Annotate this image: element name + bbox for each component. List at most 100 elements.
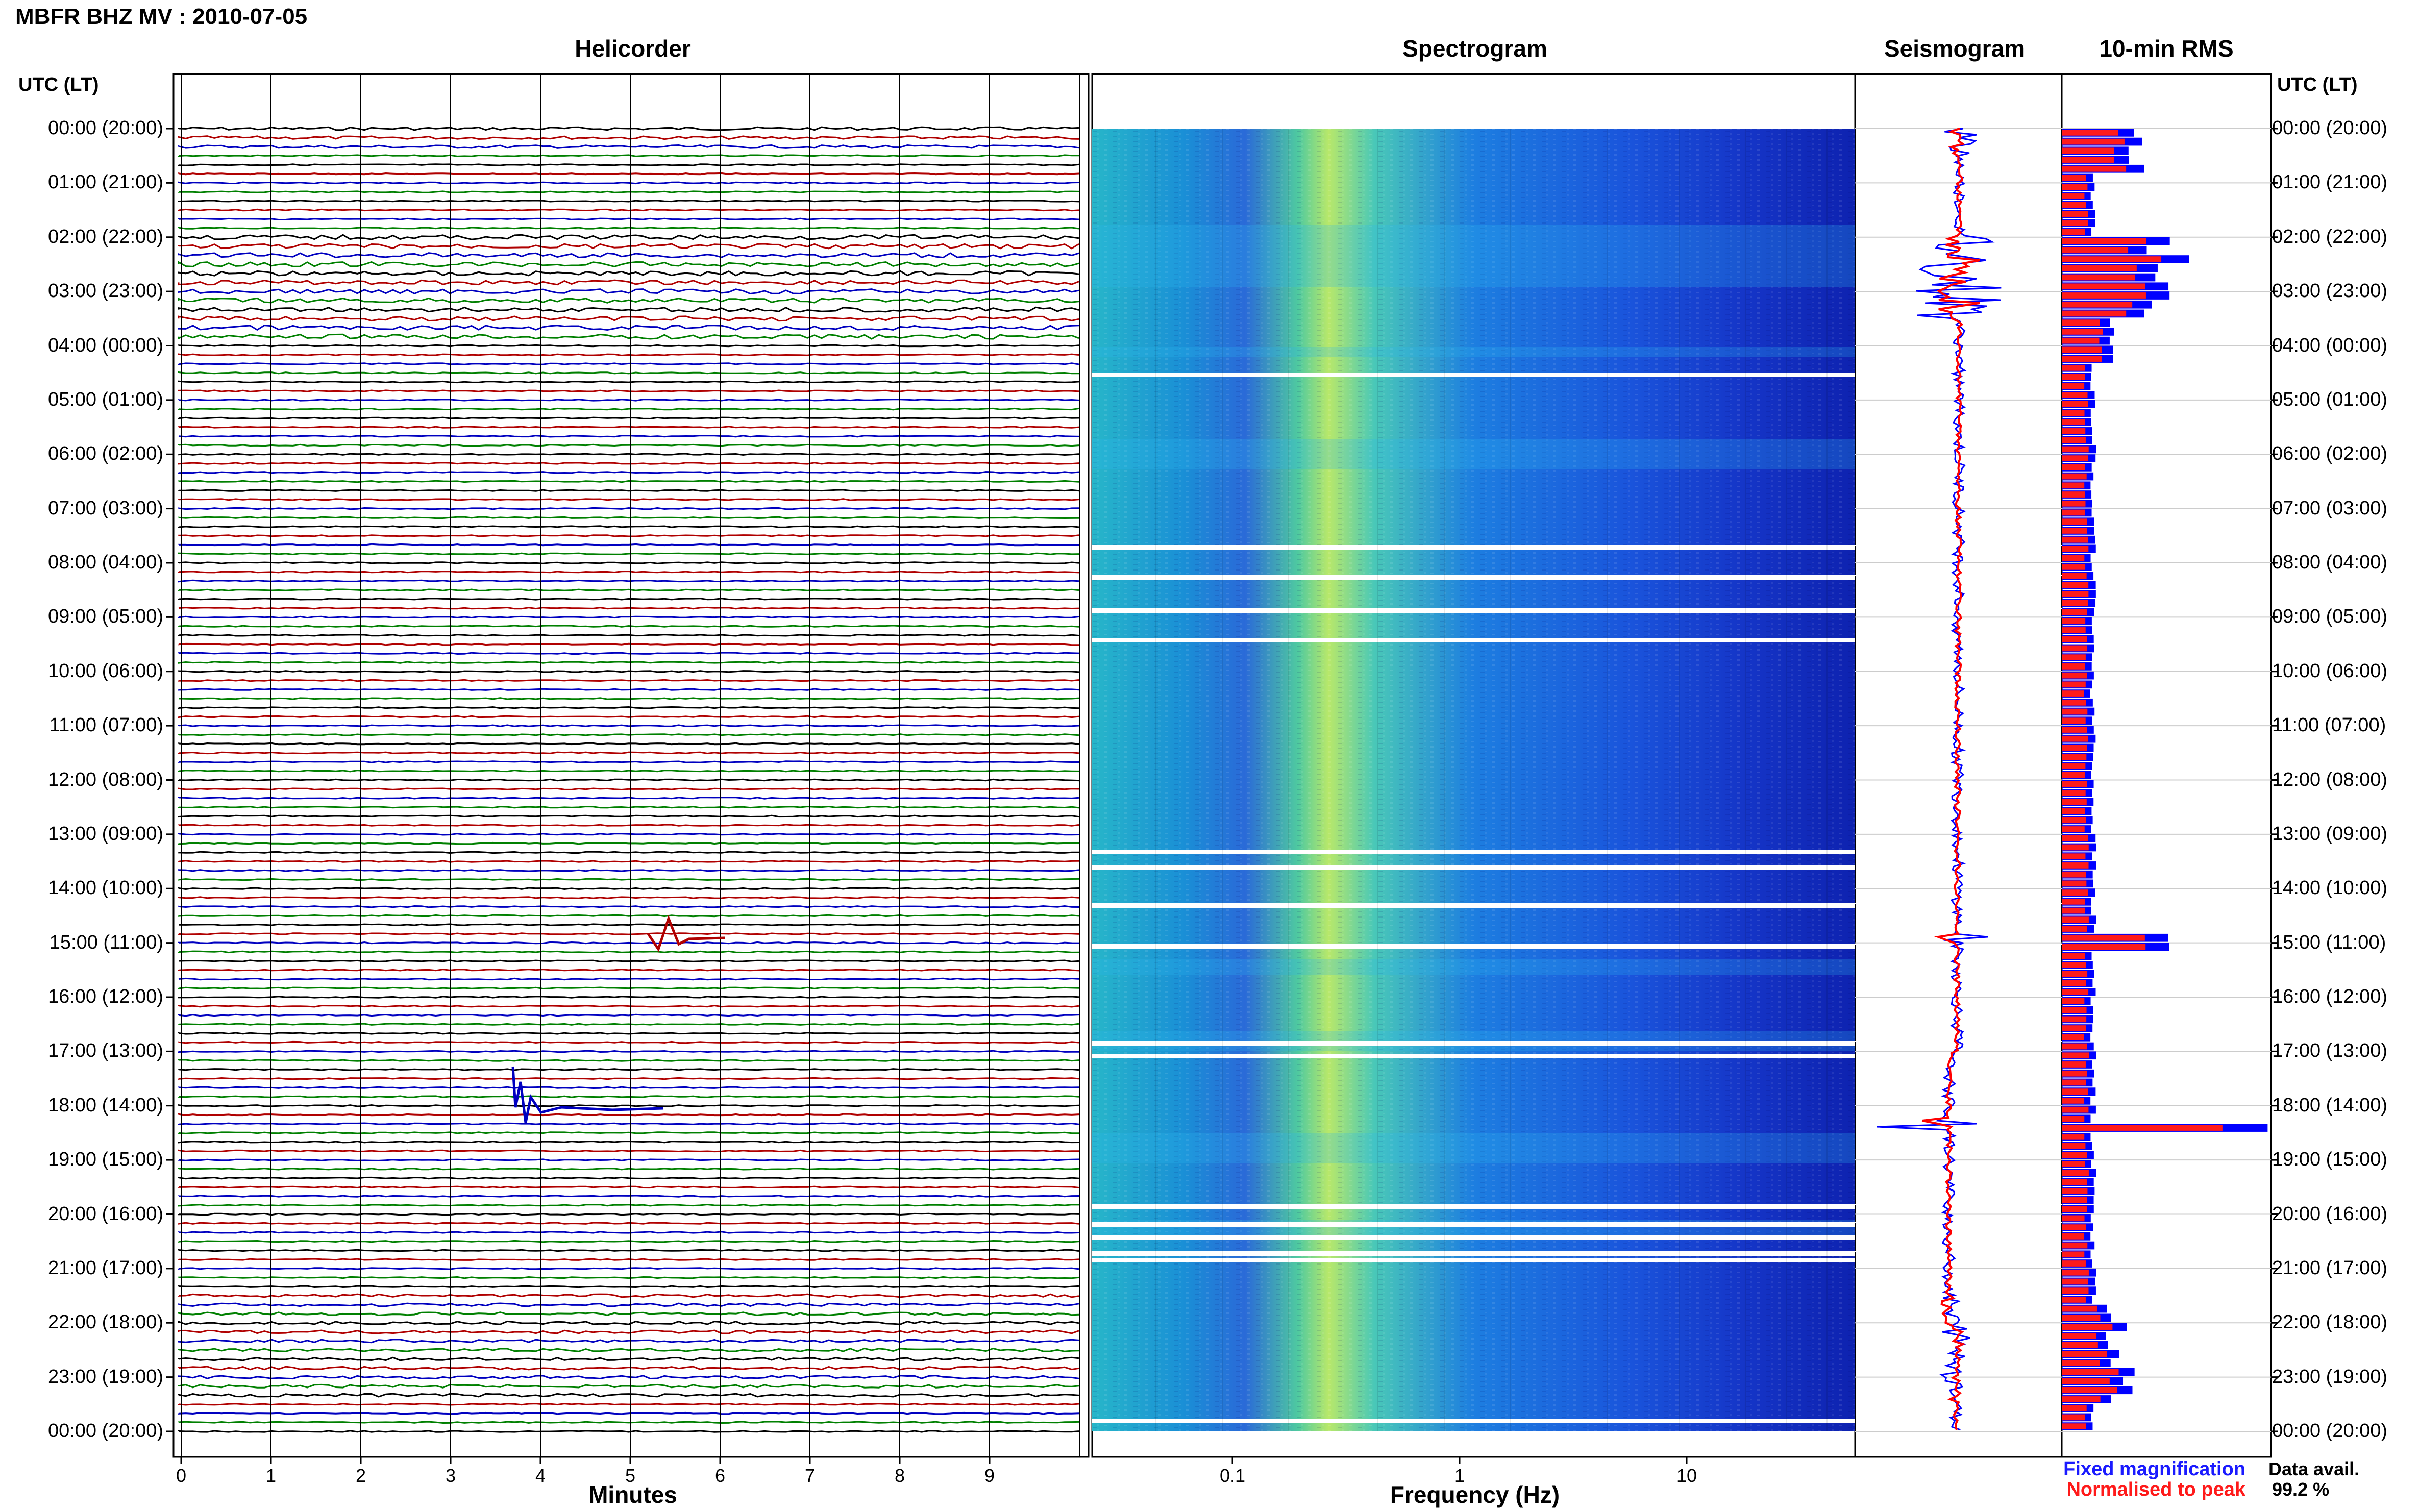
rms-bar-normalised	[2062, 265, 2137, 271]
left-hour-label: 10:00 (06:00)	[47, 660, 163, 682]
rms-bar-normalised	[2062, 1378, 2110, 1384]
rms-bar-normalised	[2062, 953, 2085, 959]
left-hour-label: 05:00 (01:00)	[47, 388, 163, 410]
rms-bar-normalised	[2062, 1152, 2087, 1158]
helicorder-tick-label: 4	[535, 1465, 546, 1486]
rms-bar-normalised	[2062, 374, 2085, 380]
rms-bar-normalised	[2062, 835, 2088, 841]
rms-bar-normalised	[2062, 1269, 2089, 1276]
rms-bar-normalised	[2062, 346, 2102, 353]
helicorder-x-label: Minutes	[588, 1481, 677, 1508]
right-hour-label: 14:00 (10:00)	[2272, 877, 2388, 899]
rms-bar-normalised	[2062, 808, 2085, 814]
left-hour-label: 22:00 (18:00)	[47, 1311, 163, 1333]
rms-bar-normalised	[2062, 455, 2088, 461]
rms-bar-normalised	[2062, 717, 2086, 724]
rms-bar-normalised	[2062, 147, 2114, 154]
right-hour-label: 23:00 (19:00)	[2272, 1366, 2388, 1387]
seismogram-fixed-trace	[1877, 128, 2002, 1431]
right-hour-label: 08:00 (04:00)	[2272, 552, 2388, 573]
rms-bar-normalised	[2062, 1423, 2086, 1429]
rms-bar-normalised	[2062, 1414, 2085, 1421]
rms-bar-normalised	[2062, 555, 2085, 561]
rms-bar-normalised	[2062, 528, 2087, 534]
rms-bar-normalised	[2062, 301, 2133, 308]
rms-bar-normalised	[2062, 1360, 2100, 1366]
left-hour-label: 03:00 (23:00)	[47, 280, 163, 302]
rms-bar-normalised	[2062, 364, 2085, 371]
rms-bar-normalised	[2062, 1396, 2101, 1402]
rms-bar-normalised	[2062, 383, 2085, 389]
rms-bar-normalised	[2062, 754, 2087, 760]
rms-bar-normalised	[2062, 437, 2086, 443]
rms-title: 10-min RMS	[2099, 35, 2234, 62]
spectrogram-tick-label: 1	[1454, 1465, 1465, 1486]
rms-bar-normalised	[2062, 1133, 2085, 1140]
rms-bar-normalised	[2062, 871, 2086, 878]
spectrogram-tick-label: 0.1	[1219, 1465, 1246, 1486]
rms-bar-normalised	[2062, 1043, 2087, 1050]
helicorder-tick-label: 5	[625, 1465, 636, 1486]
right-hour-label: 07:00 (03:00)	[2272, 497, 2388, 519]
rms-bar-normalised	[2062, 1351, 2107, 1357]
legend-normalised: Normalised to peak	[2066, 1479, 2245, 1500]
left-hour-label: 17:00 (13:00)	[47, 1040, 163, 1062]
helicorder-tick-label: 0	[176, 1465, 187, 1486]
right-hour-label: 22:00 (18:00)	[2272, 1311, 2388, 1333]
rms-bar-normalised	[2062, 826, 2085, 832]
spectrogram-title: Spectrogram	[1402, 35, 1547, 62]
helicorder-tick-label: 6	[714, 1465, 726, 1486]
rms-bar-normalised	[2062, 329, 2103, 335]
rms-bar-normalised	[2062, 238, 2146, 244]
rms-bar-normalised	[2062, 645, 2088, 652]
left-hour-label: 19:00 (15:00)	[47, 1149, 163, 1171]
rms-bar-normalised	[2062, 446, 2089, 453]
rms-bar-normalised	[2062, 1125, 2223, 1131]
right-hour-label: 01:00 (21:00)	[2272, 171, 2388, 193]
rms-bar-normalised	[2062, 898, 2085, 905]
right-hour-label: 10:00 (06:00)	[2272, 660, 2388, 682]
right-hour-label: 09:00 (05:00)	[2272, 606, 2388, 628]
left-hour-label: 01:00 (21:00)	[47, 171, 163, 193]
rms-bar-normalised	[2062, 1242, 2088, 1249]
rms-bar-normalised	[2062, 934, 2145, 941]
rms-bar-normalised	[2062, 989, 2089, 995]
rms-bar-normalised	[2062, 609, 2087, 615]
rms-bar-normalised	[2062, 1305, 2097, 1312]
rms-bar-normalised	[2062, 356, 2102, 362]
left-hour-label: 00:00 (20:00)	[47, 1420, 163, 1442]
rms-bar-normalised	[2062, 1206, 2087, 1212]
rms-bar-normalised	[2062, 1260, 2086, 1267]
right-hour-label: 11:00 (07:00)	[2272, 714, 2386, 736]
rms-bar-normalised	[2062, 907, 2085, 914]
rms-bar-normalised	[2062, 509, 2085, 516]
helicorder-tick-label: 2	[355, 1465, 366, 1486]
rms-bar-normalised	[2062, 319, 2100, 326]
rms-bar-normalised	[2062, 1007, 2087, 1013]
seismogram-title: Seismogram	[1884, 35, 2026, 62]
rms-bar-normalised	[2062, 1278, 2088, 1285]
rms-bar-normalised	[2062, 962, 2086, 968]
rms-bar-normalised	[2062, 518, 2087, 525]
left-hour-label: 09:00 (05:00)	[47, 606, 163, 628]
rms-bar-normalised	[2062, 1079, 2086, 1086]
left-hour-label: 15:00 (11:00)	[49, 931, 163, 953]
rms-bar-normalised	[2062, 727, 2087, 733]
helicorder-tick-label: 3	[445, 1465, 456, 1486]
legend-fixed-magnification: Fixed magnification	[2063, 1458, 2245, 1480]
rms-bar-normalised	[2062, 944, 2146, 950]
rms-bar-normalised	[2062, 1179, 2087, 1185]
right-hour-label: 00:00 (20:00)	[2272, 117, 2388, 139]
rms-bar-normalised	[2062, 1052, 2089, 1059]
rms-bar-normalised	[2062, 1143, 2086, 1149]
panel-frame-3	[2061, 73, 2272, 1458]
right-hour-label: 05:00 (01:00)	[2272, 388, 2388, 410]
rms-bar-normalised	[2062, 926, 2087, 932]
rms-bar-normalised	[2062, 582, 2089, 588]
rms-bar-normalised	[2062, 1070, 2087, 1077]
rms-bar-normalised	[2062, 681, 2086, 688]
rms-bar-normalised	[2062, 1342, 2098, 1348]
helicorder-tick-label: 9	[984, 1465, 995, 1486]
right-hour-label: 19:00 (15:00)	[2272, 1149, 2388, 1171]
rms-bar-normalised	[2062, 536, 2088, 543]
